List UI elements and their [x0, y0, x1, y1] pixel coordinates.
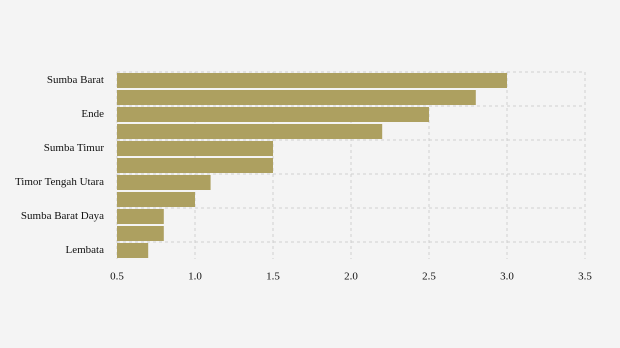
x-tick-label: 3.0 — [500, 271, 514, 283]
bar — [117, 124, 383, 139]
x-tick-label: 1.0 — [188, 271, 202, 283]
x-tick-label: 1.5 — [266, 271, 280, 283]
x-tick-label: 3.5 — [578, 271, 592, 283]
y-tick-label: Sumba Timur — [44, 142, 105, 154]
x-tick-label: 0.5 — [110, 271, 124, 283]
y-tick-label: Lembata — [66, 244, 105, 256]
y-tick-label: Ende — [81, 108, 104, 120]
bar — [117, 226, 164, 241]
bar — [117, 158, 273, 173]
bar — [117, 90, 476, 105]
bar — [117, 243, 149, 258]
y-tick-label: Timor Tengah Utara — [15, 176, 104, 188]
bar — [117, 192, 195, 207]
bar — [117, 175, 211, 190]
y-tick-label: Sumba Barat — [47, 74, 104, 86]
bar — [117, 209, 164, 224]
bar — [117, 141, 273, 156]
x-tick-label: 2.0 — [344, 271, 358, 283]
y-tick-label: Sumba Barat Daya — [21, 210, 104, 222]
x-tick-label: 2.5 — [422, 271, 436, 283]
bar — [117, 73, 507, 88]
bar — [117, 107, 429, 122]
